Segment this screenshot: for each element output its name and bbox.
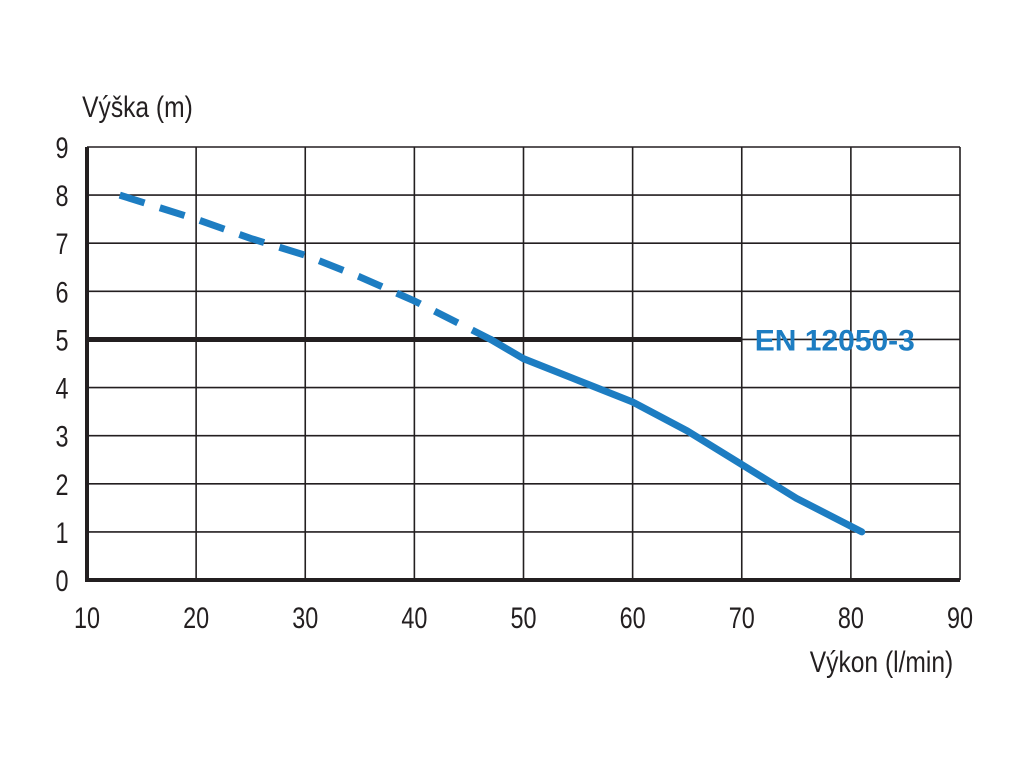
reference-line-label: EN 12050-3	[755, 324, 915, 357]
y-tick-label: 6	[55, 276, 68, 309]
y-tick-label: 9	[55, 131, 68, 164]
x-axis-title: Výkon (l/min)	[810, 645, 953, 679]
series-line-dashed	[118, 191, 493, 343]
tick-labels: 10 20 30 40 50 60 70 80 90 0 1 2 3 4 5 6 7 8 9	[55, 131, 973, 634]
y-tick-label: 5	[55, 324, 68, 357]
x-tick-label: 40	[401, 601, 427, 634]
x-tick-label: 80	[838, 601, 864, 634]
x-tick-label: 50	[510, 601, 536, 634]
x-tick-label: 60	[620, 601, 646, 634]
y-tick-label: 4	[55, 372, 68, 405]
y-axis-title: Výška (m)	[82, 90, 193, 124]
y-tick-label: 1	[55, 516, 68, 549]
y-tick-label: 2	[55, 468, 68, 501]
y-tick-label: 7	[55, 227, 68, 260]
y-tick-label: 0	[55, 564, 68, 597]
x-tick-label: 70	[729, 601, 755, 634]
y-tick-label: 8	[55, 179, 68, 212]
series-group	[118, 191, 866, 536]
y-tick-label: 3	[55, 420, 68, 453]
x-tick-label: 90	[947, 601, 973, 634]
x-tick-label: 10	[74, 601, 100, 634]
reference-line-group: EN 12050-3	[87, 324, 915, 357]
axes	[85, 147, 960, 582]
series-line-solid	[487, 335, 866, 536]
x-tick-label: 30	[292, 601, 318, 634]
x-tick-label: 20	[183, 601, 209, 634]
grid	[86, 146, 961, 581]
